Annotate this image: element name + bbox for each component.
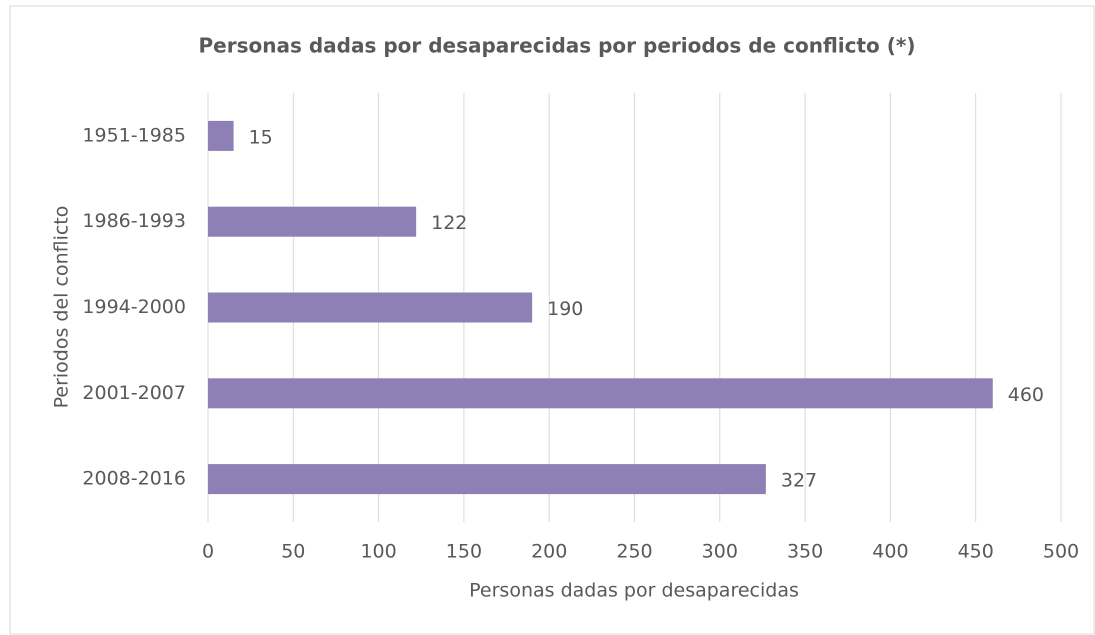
- x-tick-label: 100: [360, 541, 396, 563]
- x-axis-title: Personas dadas por desaparecidas: [469, 580, 799, 602]
- x-tick-label: 150: [446, 541, 482, 563]
- y-tick-label: 2008-2016: [82, 468, 186, 490]
- x-tick-label: 50: [281, 541, 305, 563]
- data-label: 15: [249, 126, 273, 148]
- chart-frame: [9, 5, 1095, 635]
- x-tick-label: 300: [702, 541, 738, 563]
- bar: [208, 120, 234, 151]
- data-label: 460: [1008, 384, 1044, 406]
- bar: [208, 206, 417, 237]
- bar: [208, 378, 993, 409]
- y-tick-label: 1986-1993: [82, 210, 186, 232]
- data-label: 327: [781, 470, 817, 492]
- x-tick-label: 500: [1043, 541, 1079, 563]
- y-tick-label: 2001-2007: [82, 382, 186, 404]
- y-tick-label: 1994-2000: [82, 296, 186, 318]
- chart-title: Personas dadas por desaparecidas por per…: [199, 34, 916, 58]
- x-tick-label: 200: [531, 541, 567, 563]
- bar: [208, 464, 766, 495]
- x-tick-label: 400: [872, 541, 908, 563]
- bar: [208, 292, 533, 323]
- x-tick-label: 250: [616, 541, 652, 563]
- x-tick-label: 350: [787, 541, 823, 563]
- x-tick-label: 450: [958, 541, 994, 563]
- x-tick-label: 0: [202, 541, 214, 563]
- y-axis-title: Periodos del conflicto: [51, 206, 73, 409]
- y-tick-label: 1951-1985: [82, 124, 186, 146]
- data-label: 190: [547, 298, 583, 320]
- data-label: 122: [431, 212, 467, 234]
